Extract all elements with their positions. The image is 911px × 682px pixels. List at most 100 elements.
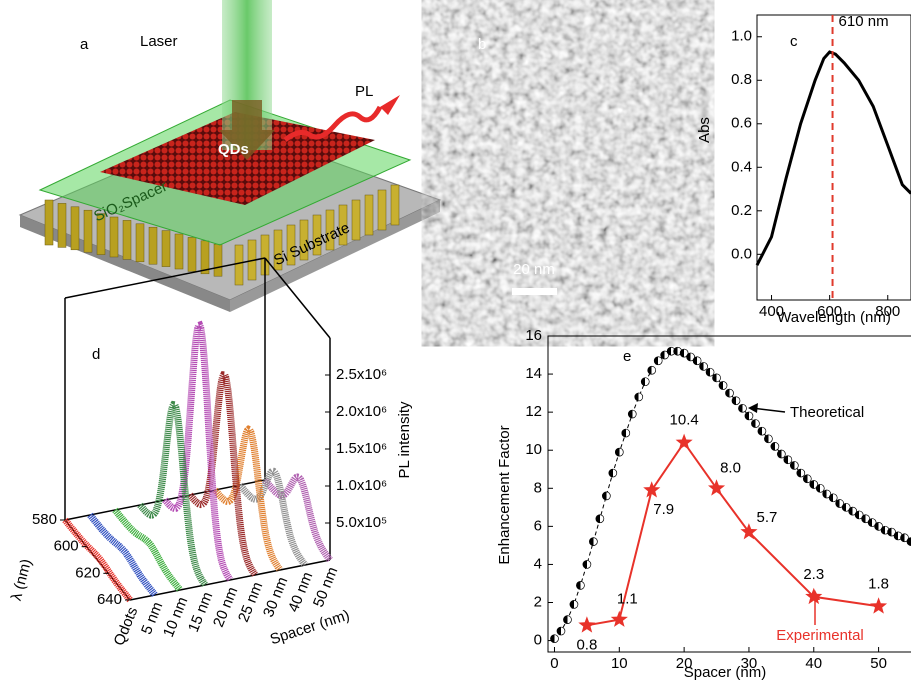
theory-point [726,389,734,397]
experiment-point [611,611,628,627]
spacer-axis-title: Spacer (nm) [268,607,352,649]
theory-point [771,442,779,450]
x-tick-label: 50 [870,655,887,672]
y-tick-label: 0.0 [731,245,752,262]
pl-spectrum [115,510,180,590]
value-label: 1.8 [868,575,889,592]
figure: a Laser PL QDs SiO₂Spacer Si Substrate 2… [0,0,911,682]
theory-point [654,357,662,365]
theory-point [777,450,785,458]
theory-point [570,600,578,608]
z-axis-title: PL intensity [396,401,413,478]
pillar [214,244,222,276]
experiment-point [676,434,693,450]
theory-point [602,492,610,500]
theory-point [732,397,740,405]
x-tick-label: 10 [611,655,628,672]
theory-point [700,362,708,370]
pillar [378,190,386,230]
x-axis-title: Wavelength (nm) [777,309,891,326]
pillar [149,227,157,264]
y-tick-label: 0 [534,632,542,649]
plot-frame [757,15,911,300]
lambda-axis-title: λ (nm) [8,557,35,602]
theory-point [751,420,759,428]
theory-point [745,412,753,420]
theory-point [576,581,584,589]
z-tick-label: 2.0x10⁶ [336,403,387,420]
spacer-tick-label: Qdots [111,605,142,648]
annotation-arrowhead [748,403,758,413]
emission-arrowhead [380,95,400,115]
axis-line [65,520,130,600]
pl-spectrum [165,325,230,579]
pillar [352,200,360,240]
panel-label: e [623,348,631,365]
pillar [365,195,373,235]
lambda-tick-label: 640 [97,591,122,608]
lambda-tick-label: 620 [75,564,100,581]
pillar [45,200,53,245]
pillar [162,231,170,267]
theory-point [609,469,617,477]
pillar [110,217,118,257]
theory-point [615,448,623,456]
panel-label: d [92,346,100,363]
theory-point [713,374,721,382]
series-label: Experimental [776,627,864,644]
theory-point [829,494,837,502]
y-tick-label: 1.0 [731,28,752,45]
laser-label: Laser [140,33,178,50]
spacer-tick-label: 30 nm [260,575,291,620]
theory-point [583,560,591,568]
micrograph: 20 nm b [446,2,690,315]
theory-point [738,404,746,412]
experiment-point [708,479,725,495]
y-tick-label: 4 [534,555,542,572]
pillar [58,203,66,247]
x-axis-title: Spacer (nm) [684,664,767,681]
y-tick-label: 0.6 [731,115,752,132]
y-tick-label: 6 [534,517,542,534]
theory-point [784,456,792,464]
value-label: 7.9 [653,501,674,518]
reference-label: 610 nm [839,13,889,30]
z-tick-label: 5.0x10⁵ [336,514,387,531]
absorbance-curve [757,52,911,265]
series-label: Theoretical [790,404,864,421]
theory-point [797,469,805,477]
pillar [391,185,399,225]
theory-point [706,368,714,376]
y-tick-label: 12 [525,403,542,420]
y-axis-title: Enhancement Factor [496,425,513,564]
spacer-tick-label: 15 nm [185,590,216,635]
y-tick-label: 0.4 [731,158,752,175]
value-label: 5.7 [757,509,778,526]
qds-label: QDs [218,141,249,158]
theory-point [550,635,558,643]
theory-point [596,515,604,523]
value-label: 1.1 [617,591,638,608]
y-tick-label: 8 [534,479,542,496]
pl-label: PL [355,83,373,100]
theory-point [816,484,824,492]
y-tick-label: 0.2 [731,202,752,219]
pillar [235,245,243,285]
pl-spectrum [190,375,255,575]
spacer-tick-label: 50 nm [310,565,341,610]
x-tick-label: 0 [550,655,558,672]
value-label: 0.8 [576,636,597,653]
theory-point [635,393,643,401]
theory-point [622,429,630,437]
y-tick-label: 2 [534,593,542,610]
y-tick-label: 14 [525,365,542,382]
theory-point [790,461,798,469]
scale-bar-label: 20 nm [513,261,555,278]
spacer-tick-label: 10 nm [160,595,191,640]
scale-bar [512,288,557,295]
page: a Laser PL QDs SiO₂Spacer Si Substrate 2… [0,0,911,682]
pillar [71,207,79,250]
theory-point [648,366,656,374]
experiment-point [870,597,887,613]
z-tick-label: 2.5x10⁶ [336,366,387,383]
